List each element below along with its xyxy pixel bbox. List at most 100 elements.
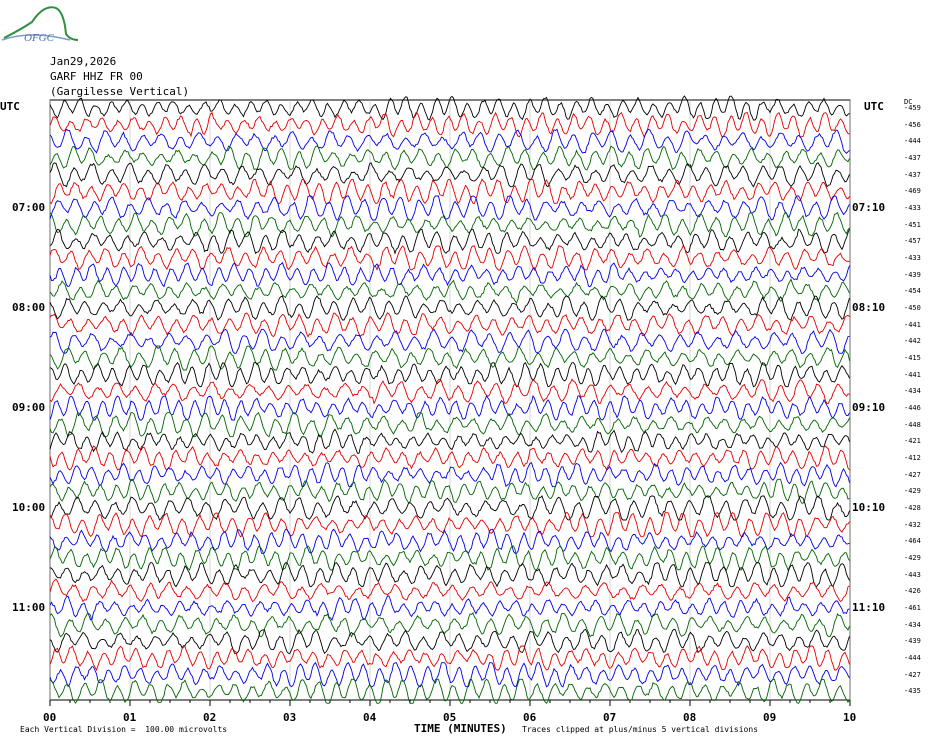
seismic-trace [49,178,850,205]
dc-offset-label: -429 [904,554,921,562]
station-label: GARF HHZ FR 00 [50,70,143,83]
dc-offset-label: -429 [904,487,921,496]
left-time-label: 09:00 [12,401,46,414]
seismic-trace [49,612,850,638]
dc-header: DC [904,98,913,106]
dc-offset-label: -450 [904,304,921,312]
dc-offset-label: -415 [904,354,921,362]
right-zone-label: UTC [864,100,884,113]
right-time-label: 08:10 [852,301,886,314]
date-label: Jan29,2026 [50,55,117,68]
dc-offset-label: -461 [904,604,921,612]
seismic-trace [49,595,850,621]
dc-offset-label: -427 [904,470,921,479]
dc-offset-label: -464 [904,537,921,546]
dc-offset-label: -448 [904,420,921,429]
seismic-trace [49,528,850,554]
ofgc-logo: OFGC [1,6,79,44]
seismic-trace [49,111,850,138]
dc-offset-label: -442 [904,337,921,346]
dc-offset-label: -426 [904,587,921,596]
dc-offset-label: -456 [904,120,921,129]
seismic-trace [49,95,850,121]
dc-offset-label: -437 [904,170,921,179]
location-label: (Gargilesse Vertical) [50,85,190,98]
dc-offset-label: -441 [904,320,921,329]
dc-offset-label: -459 [904,104,921,112]
left-time-label: 11:00 [12,601,46,614]
seismic-trace [49,245,850,271]
dc-offset-label: -439 [904,637,921,646]
dc-offset-label: -433 [904,204,921,212]
dc-offset-label: -444 [904,137,921,146]
x-tick-label: 01 [123,711,137,724]
seismic-trace [49,512,850,538]
dc-offset-label: -446 [904,404,921,412]
seismic-trace [49,428,850,454]
dc-offset-label: -439 [904,270,921,279]
clipping-note: Traces clipped at plus/minus 5 vertical … [522,725,759,734]
dc-offset-label: -433 [904,254,921,262]
right-time-label: 11:10 [852,601,886,614]
dc-offset-label: -437 [904,154,921,162]
dc-offset-label: -434 [904,620,921,629]
seismic-trace [49,211,850,238]
dc-offset-label: -469 [904,187,921,196]
seismic-trace [49,228,850,255]
seismic-trace [49,311,850,338]
seismic-trace [49,261,850,288]
vertical-division-note: Each Vertical Division = 100.00 microvol… [20,725,228,734]
seismic-trace [49,345,850,371]
seismic-trace [49,411,850,438]
left-time-label: 08:00 [12,301,46,314]
seismic-trace [49,278,850,305]
x-tick-label: 00 [43,711,57,724]
x-tick-label: 09 [763,711,777,724]
dc-offset-label: -454 [904,287,921,296]
seismic-trace [49,361,850,388]
dc-offset-label: -435 [904,687,921,696]
seismic-trace [49,461,850,488]
seismic-trace [49,562,850,588]
x-tick-label: 05 [443,711,457,724]
x-tick-label: 03 [283,711,297,724]
x-tick-label: 10 [843,711,857,724]
x-tick-label: 02 [203,711,217,724]
x-tick-label: 06 [523,711,537,724]
dc-offset-label: -443 [904,570,921,579]
x-tick-label: 07 [603,711,617,724]
seismic-trace [49,295,850,321]
seismic-trace [49,445,850,471]
seismic-trace [49,661,850,688]
seismic-trace [49,161,850,188]
dc-offset-label: -444 [904,654,921,662]
left-time-label: 10:00 [12,501,46,514]
seismic-trace [49,545,850,572]
seismic-trace [49,645,850,672]
seismic-trace [49,628,850,655]
seismic-trace [49,578,850,603]
left-zone-label: UTC [0,100,20,113]
left-time-label: 07:00 [12,201,46,214]
seismic-trace [49,394,850,421]
dc-offset-label: -427 [904,670,921,679]
dc-offset-label: -421 [904,437,921,446]
logo-text: OFGC [24,32,55,44]
logo-mountain-icon [3,6,79,41]
seismic-trace [49,328,850,354]
logo-swoosh-icon [1,34,71,41]
dc-offset-label: -428 [904,504,921,512]
right-time-label: 09:10 [852,401,886,414]
dc-offset-label: -434 [904,387,921,396]
seismic-trace [49,378,850,405]
dc-offset-label: -432 [904,520,921,529]
seismic-trace [49,478,850,504]
right-time-label: 10:10 [852,501,886,514]
right-time-label: 07:10 [852,201,886,214]
dc-offset-label: -451 [904,220,921,229]
x-tick-label: 04 [363,711,377,724]
dc-offset-label: -441 [904,370,921,379]
seismic-trace [49,128,850,154]
seismic-trace [49,195,850,221]
